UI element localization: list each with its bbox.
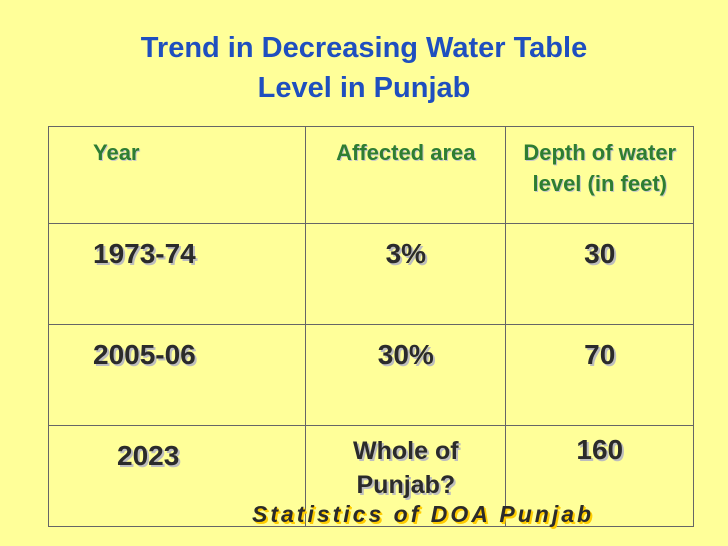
table-header-row: Year Affected area Depth of water level … [47, 126, 694, 224]
cell-depth: 30 [505, 223, 694, 325]
table-row: 1973-74 3% 30 [47, 223, 694, 325]
source-footer: Statistics of DOA Punjab [252, 501, 595, 527]
cell-area-line2: Punjab? [356, 471, 456, 499]
slide-title-line2: Level in Punjab [257, 72, 471, 104]
header-depth: Depth of water level (in feet) [505, 126, 694, 224]
cell-year: 1973-74 [47, 223, 307, 325]
header-depth-line1: Depth of water [523, 140, 677, 165]
cell-area-line1: Whole of [353, 437, 459, 465]
cell-year: 2005-06 [47, 324, 307, 426]
header-depth-line2: level (in feet) [532, 171, 667, 196]
cell-depth: 160 [505, 425, 694, 527]
cell-depth: 70 [505, 324, 694, 426]
water-table-data: Year Affected area Depth of water level … [47, 126, 694, 527]
cell-area: 3% [305, 223, 507, 325]
header-year: Year [47, 126, 307, 224]
cell-area: Whole of Punjab? [305, 425, 507, 527]
slide-title: Trend in Decreasing Water Table Level in… [0, 28, 728, 108]
table-row: 2023 Whole of Punjab? 160 [47, 425, 694, 527]
slide-title-line1: Trend in Decreasing Water Table [140, 32, 588, 64]
table-row: 2005-06 30% 70 [47, 324, 694, 426]
header-affected-area: Affected area [305, 126, 507, 224]
cell-year: 2023 [47, 425, 307, 527]
cell-area: 30% [305, 324, 507, 426]
